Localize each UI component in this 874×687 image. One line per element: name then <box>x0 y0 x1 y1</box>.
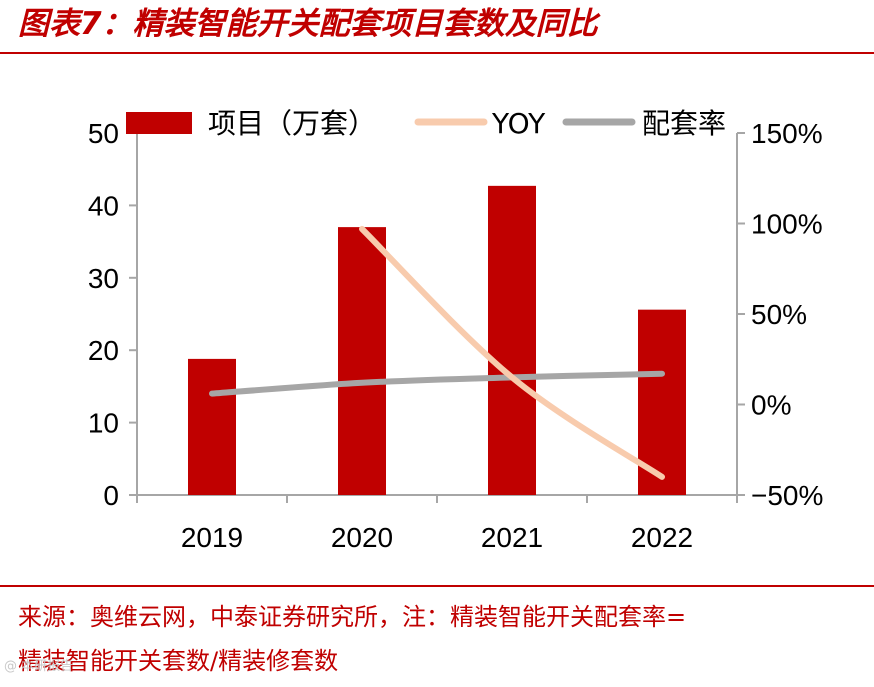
legend-label-bar: 项目（万套） <box>208 107 376 140</box>
watermark: @ 本研报告 <box>4 659 74 674</box>
y-left-tick-label: 0 <box>103 480 119 511</box>
x-tick-label: 2020 <box>331 522 393 553</box>
yoy-line <box>359 225 665 480</box>
chart: 0 10 20 30 40 50 −50% 0% 50% 100% 150% 2019 2020 2021… <box>88 107 824 553</box>
y-left-tick-label: 30 <box>88 263 119 294</box>
y-left-tick-label: 50 <box>88 118 119 149</box>
y-right-tick-label: 100% <box>751 209 823 240</box>
ratio-line <box>209 370 665 397</box>
y-right-tick-label: 150% <box>751 118 823 149</box>
axes: 0 10 20 30 40 50 −50% 0% 50% 100% 150% 2019 2020 2021… <box>88 118 824 553</box>
source-divider <box>0 585 874 587</box>
y-right-tick-label: 0% <box>751 390 791 421</box>
title-divider <box>0 52 874 54</box>
chart-title: 图表7：精装智能开关配套项目套数及同比 <box>18 6 598 42</box>
bar <box>338 227 386 495</box>
y-left-tick-label: 10 <box>88 408 119 439</box>
x-tick-label: 2022 <box>631 522 693 553</box>
y-right-tick-label: −50% <box>751 480 823 511</box>
source-note-continued: 精装智能开关套数/精装修套数 <box>18 647 339 675</box>
x-tick-label: 2019 <box>181 522 243 553</box>
legend: 项目（万套） YOY 配套率 <box>126 107 726 140</box>
y-right-tick-label: 50% <box>751 299 807 330</box>
bar <box>488 185 536 495</box>
source-note: 来源：奥维云网，中泰证券研究所，注：精装智能开关配套率= <box>18 603 687 631</box>
legend-label-ratio: 配套率 <box>642 107 726 140</box>
y-left-tick-label: 40 <box>88 190 119 221</box>
x-tick-label: 2021 <box>481 522 543 553</box>
series-lines <box>209 225 665 480</box>
legend-swatch-bar <box>126 112 192 134</box>
legend-label-yoy: YOY <box>491 107 546 140</box>
bar <box>188 358 236 495</box>
y-left-tick-label: 20 <box>88 335 119 366</box>
